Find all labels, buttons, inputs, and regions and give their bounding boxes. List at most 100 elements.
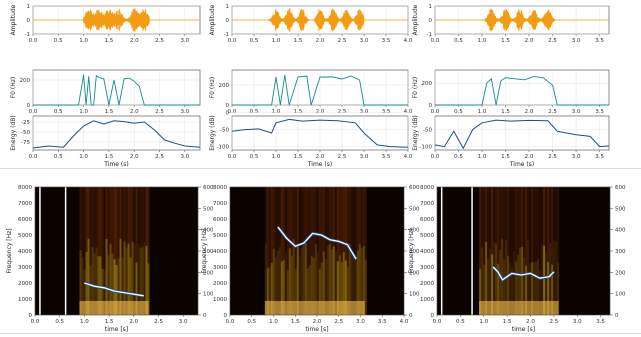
- separator-bottom: [0, 333, 641, 334]
- spec-2-heat-cell: [344, 187, 347, 261]
- spec-2-heat-cell: [282, 260, 285, 315]
- spec-3-heat-cell: [529, 263, 532, 315]
- spec-2-heat-cell: [332, 246, 335, 315]
- f0-2-ylabel: F0 (Hz): [209, 77, 216, 99]
- wave-2-ylabel: Amplitude: [209, 4, 216, 35]
- spec-2-heat-cell: [274, 187, 277, 257]
- spec-2-heat-cell: [308, 187, 311, 266]
- spec-2-heat-cell: [264, 187, 267, 244]
- spec-3-heat-cell: [509, 187, 512, 262]
- spec-1-xlabel: time [s]: [105, 326, 128, 333]
- spec-2-heat-cell: [284, 253, 287, 315]
- wave-2-ytick-label: 0: [226, 18, 230, 24]
- spec-2-heat-cell: [284, 187, 287, 253]
- f0-1-xtick-label: 1.0: [79, 109, 88, 115]
- spec-3-heat-cell: [515, 187, 518, 262]
- spec-3-ytick-label: 7000: [420, 201, 434, 207]
- spec-2-heat-cell: [348, 243, 351, 315]
- f0-3-ytick-label: 0: [429, 103, 433, 109]
- energy-3-xtick-label: 3.5: [595, 154, 604, 160]
- spec-1-heat-cell: [117, 187, 120, 259]
- spec-1-ytick-label: 3000: [18, 265, 32, 271]
- spec-2-heat-layer: [264, 187, 367, 315]
- spec-2-right-tick-label: 300: [409, 249, 420, 255]
- spec-3-xtick-label: 0.0: [433, 319, 442, 325]
- wave-1-ytick-label: 1: [27, 4, 31, 10]
- spec-2-right-tick-label: 100: [409, 292, 420, 298]
- f0-3-xtick-label: 2.0: [525, 109, 534, 115]
- f0-2-xtick-label: 4.0: [404, 109, 413, 115]
- spec-2-heat-cell: [296, 187, 299, 245]
- energy-2-ytick-label: -50: [220, 128, 229, 134]
- wave-1-xtick-label: 0.5: [54, 38, 63, 44]
- f0-3-xtick-label: 3.0: [572, 109, 581, 115]
- spec-2-right-tick-label: 400: [409, 228, 420, 234]
- spec-2-heat-cell: [288, 248, 291, 315]
- energy-3-ytick-label: -50: [423, 128, 432, 134]
- spec-2-heat-cell: [302, 187, 305, 241]
- wave-2-xtick-label: 1.5: [294, 38, 303, 44]
- spec-3-ylabel: Frequency [Hz]: [408, 228, 415, 273]
- spec-3-xtick-label: 3.5: [596, 319, 605, 325]
- spec-1-heat-cell: [125, 187, 128, 248]
- spec-2-heat-cell: [362, 187, 365, 247]
- energy-2-xtick-label: 1.0: [272, 154, 281, 160]
- spec-2-ytick-label: 1000: [213, 297, 227, 303]
- spec-2-heat-cell: [300, 247, 303, 315]
- spec-2-heat-cell: [330, 249, 333, 315]
- energy-2-xtick-label: 0.5: [250, 154, 259, 160]
- spec-3-heat-cell: [511, 266, 514, 315]
- spec-1-heat-cell: [87, 187, 90, 239]
- f0-3-xtick-label: 1.0: [478, 109, 487, 115]
- separator-top: [0, 168, 641, 169]
- spec-2-heat-cell: [306, 187, 309, 269]
- spec-2-xtick-label: 1.5: [291, 319, 300, 325]
- spec-1-heat-layer: [79, 187, 150, 315]
- f0-3-xtick-label: 3.5: [595, 109, 604, 115]
- spec-1-heat-cell: [93, 252, 96, 315]
- energy-1-xtick-label: 2.5: [155, 154, 164, 160]
- spec-2-heat-cell: [268, 187, 271, 267]
- spec-1-heat-cell: [127, 187, 130, 244]
- f0-2-f0-line: [232, 74, 408, 106]
- spec-1-heat-cell: [139, 248, 142, 315]
- spec-3-heat-cell: [487, 258, 490, 315]
- energy-2-xtick-label: 1.5: [294, 154, 303, 160]
- spec-2-xtick-label: 3.5: [378, 319, 387, 325]
- spec-1-heat-cell: [109, 243, 112, 315]
- spec-2-heat-cell: [318, 187, 321, 269]
- spec-1-heat-cell: [125, 247, 128, 315]
- f0-2-xtick-label: 2.0: [316, 109, 325, 115]
- spec-2-ytick-label: 2000: [213, 281, 227, 287]
- spec-3-ytick-label: 2000: [420, 281, 434, 287]
- spec-2-heat-cell: [316, 251, 319, 315]
- wave-3-xtick-label: 2.0: [525, 38, 534, 44]
- spec-3-xtick-label: 2.5: [550, 319, 559, 325]
- spec-3-right-tick-label: 300: [615, 249, 626, 255]
- spec-3-heat-cell: [499, 187, 502, 250]
- spec-1-ylabel: Frequency [Hz]: [6, 228, 13, 273]
- spec-1-xtick-label: 2.5: [154, 319, 163, 325]
- energy-2-xtick-label: 3.5: [382, 154, 391, 160]
- spec-3-heat-cell: [479, 268, 482, 315]
- spec-1-heat-cell: [129, 257, 132, 315]
- spec-1-heat-cell: [135, 187, 138, 263]
- wave-1-xtick-label: 0.0: [29, 38, 38, 44]
- spec-3-heat-cell: [545, 252, 548, 315]
- spec-2-heat-cell: [304, 243, 307, 315]
- spec-3-heat-cell: [535, 262, 538, 315]
- f0-2-xtick-label: 3.0: [360, 109, 369, 115]
- energy-2-xtick-label: 2.0: [316, 154, 325, 160]
- spec-3-heat-cell: [511, 187, 514, 267]
- energy-1-xtick-label: 1.5: [105, 154, 114, 160]
- wave-1-xtick-label: 3.0: [180, 38, 189, 44]
- spec-2-heat-cell: [298, 187, 301, 256]
- energy-1-energy-line: [32, 120, 201, 149]
- f0-1-xtick-label: 0.0: [29, 109, 38, 115]
- spec-1-heat-cell: [131, 241, 134, 315]
- spec-2-heat-cell: [312, 257, 315, 315]
- spec-3-xtick-label: 1.0: [479, 319, 488, 325]
- wave-1-xtick-label: 1.5: [105, 38, 114, 44]
- spec-2-heat-cell: [278, 247, 281, 315]
